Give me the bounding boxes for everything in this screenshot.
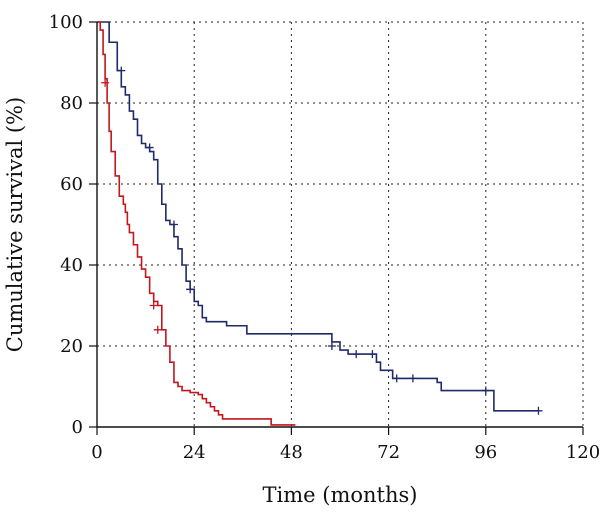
series-1-censor-mark (534, 406, 543, 415)
series-1-censor-mark (408, 374, 417, 383)
series-2-censor-mark (149, 301, 158, 310)
series-2-censor-mark (153, 325, 162, 334)
x-tick-label: 96 (474, 442, 497, 463)
x-tick-label: 0 (91, 442, 102, 463)
y-tick-label: 0 (72, 417, 83, 438)
series-2-censor-mark (101, 78, 110, 87)
y-tick-label: 40 (60, 255, 83, 276)
series-1-censor-mark (481, 386, 490, 395)
y-tick-label: 60 (60, 174, 83, 195)
y-tick-label: 20 (60, 336, 83, 357)
x-tick-label: 72 (377, 442, 400, 463)
series-2-line (97, 21, 296, 426)
grid-lines (97, 21, 584, 427)
y-axis-title: Cumulative survival (%) (3, 97, 27, 352)
y-tick-label: 80 (60, 93, 83, 114)
x-axis-title: Time (months) (263, 483, 418, 507)
series-1-censor-mark (169, 220, 178, 229)
x-tick-label: 120 (566, 442, 600, 463)
series-1-line (97, 21, 539, 412)
series-1-censor-mark (352, 350, 361, 359)
y-tick-label: 100 (49, 12, 83, 33)
x-tick-label: 48 (280, 442, 303, 463)
x-tick-label: 24 (183, 442, 206, 463)
tick-labels: 0 24 48 72 96 120 0 20 40 60 80 100 (49, 12, 600, 463)
series-layer (97, 21, 543, 426)
series-1-censor-mark (392, 374, 401, 383)
axes (96, 22, 583, 428)
series-1-censor-mark (117, 66, 126, 75)
series-1-censor-mark (186, 285, 195, 294)
series-1-censor-mark (327, 342, 336, 350)
tick-marks (89, 21, 584, 435)
series-1-censor-mark (368, 350, 377, 359)
series-1-censor-mark (145, 143, 154, 152)
